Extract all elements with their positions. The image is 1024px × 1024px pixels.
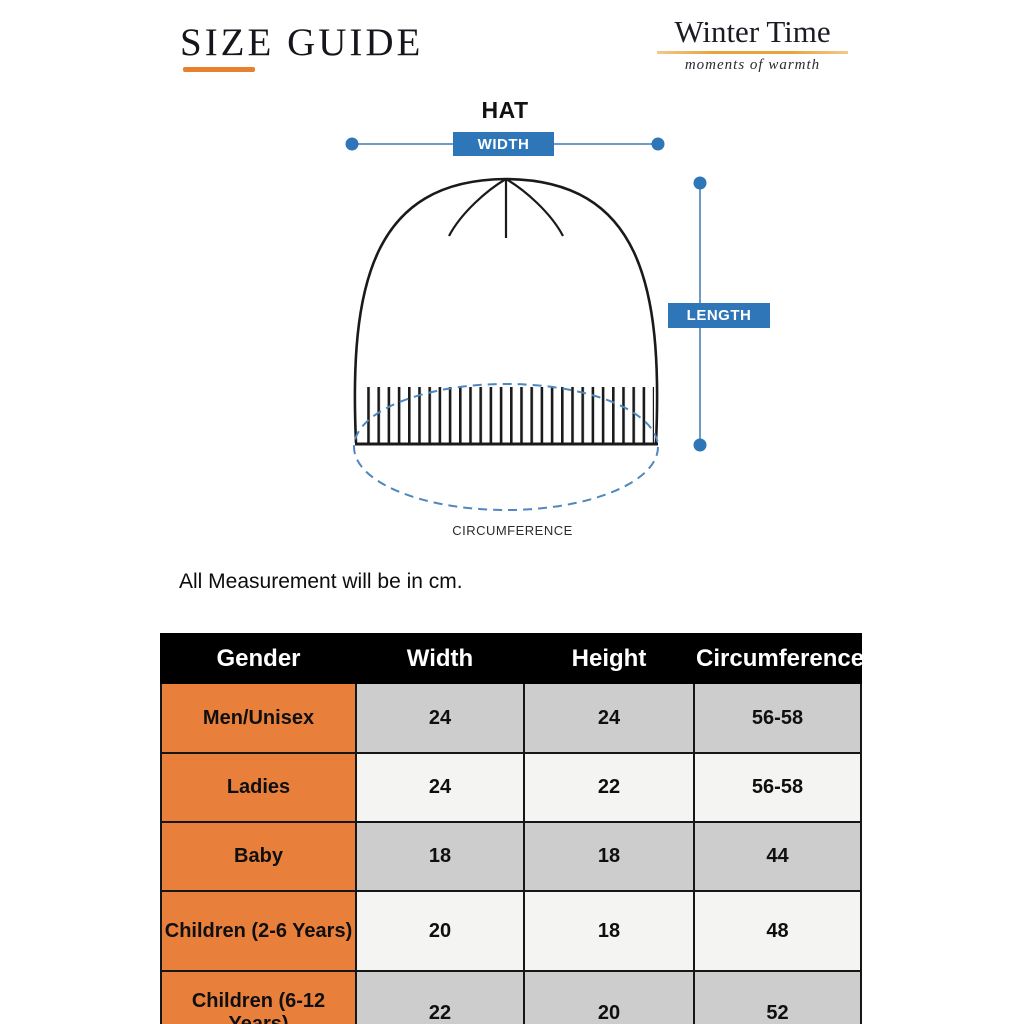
circumference-ellipse bbox=[353, 383, 659, 511]
gender-cell: Children (6-12 Years) bbox=[160, 970, 357, 1024]
table-row: Children (6-12 Years) 22 20 52 bbox=[160, 970, 862, 1024]
width-cell: 24 bbox=[355, 752, 525, 823]
width-cell: 22 bbox=[355, 970, 525, 1024]
height-cell: 22 bbox=[523, 752, 695, 823]
crown-seam-right bbox=[505, 178, 564, 237]
gender-cell: Ladies bbox=[160, 752, 357, 823]
measurement-note: All Measurement will be in cm. bbox=[179, 570, 463, 593]
measure-dot bbox=[651, 137, 665, 151]
width-cell: 24 bbox=[355, 682, 525, 754]
height-cell: 18 bbox=[523, 890, 695, 972]
height-cell: 18 bbox=[523, 821, 695, 892]
circumference-cell: 56-58 bbox=[693, 752, 862, 823]
width-cell: 20 bbox=[355, 890, 525, 972]
table-row: Ladies 24 22 56-58 bbox=[160, 752, 862, 823]
brand-name: Winter Time bbox=[674, 14, 831, 49]
width-measure-tag: WIDTH bbox=[453, 132, 554, 156]
size-table: Gender Width Height Circumference Men/Un… bbox=[160, 633, 864, 1024]
measure-dot bbox=[345, 137, 359, 151]
title-underline bbox=[183, 67, 255, 72]
height-cell: 20 bbox=[523, 970, 695, 1024]
gender-cell: Baby bbox=[160, 821, 357, 892]
rib-pattern bbox=[360, 387, 654, 443]
header-circumference: Circumference bbox=[693, 633, 864, 684]
hat-diagram bbox=[345, 137, 707, 511]
brand-tagline: moments of warmth bbox=[684, 57, 821, 73]
measure-dot bbox=[693, 176, 707, 190]
width-cell: 18 bbox=[355, 821, 525, 892]
length-measure-tag: LENGTH bbox=[668, 303, 770, 328]
circumference-cell: 48 bbox=[693, 890, 862, 972]
diagram-product-title: HAT bbox=[481, 97, 529, 123]
circumference-cell: 52 bbox=[693, 970, 862, 1024]
crown-seam-left bbox=[448, 178, 507, 237]
circumference-cell: 44 bbox=[693, 821, 862, 892]
circumference-cell: 56-58 bbox=[693, 682, 862, 754]
table-header-row: Gender Width Height Circumference bbox=[160, 633, 864, 684]
table-row: Baby 18 18 44 bbox=[160, 821, 862, 892]
page-title: SIZE GUIDE bbox=[180, 21, 424, 64]
gender-cell: Men/Unisex bbox=[160, 682, 357, 754]
circumference-label: CIRCUMFERENCE bbox=[452, 523, 573, 538]
gender-cell: Children (2-6 Years) bbox=[160, 890, 357, 972]
table-row: Men/Unisex 24 24 56-58 bbox=[160, 682, 862, 754]
header-width: Width bbox=[355, 633, 525, 684]
table-row: Children (2-6 Years) 20 18 48 bbox=[160, 890, 862, 972]
header-gender: Gender bbox=[160, 633, 357, 684]
brand-underline bbox=[657, 51, 848, 54]
measure-dot bbox=[693, 438, 707, 452]
header-height: Height bbox=[523, 633, 695, 684]
height-cell: 24 bbox=[523, 682, 695, 754]
brand-logo: Winter Time moments of warmth bbox=[655, 14, 850, 74]
